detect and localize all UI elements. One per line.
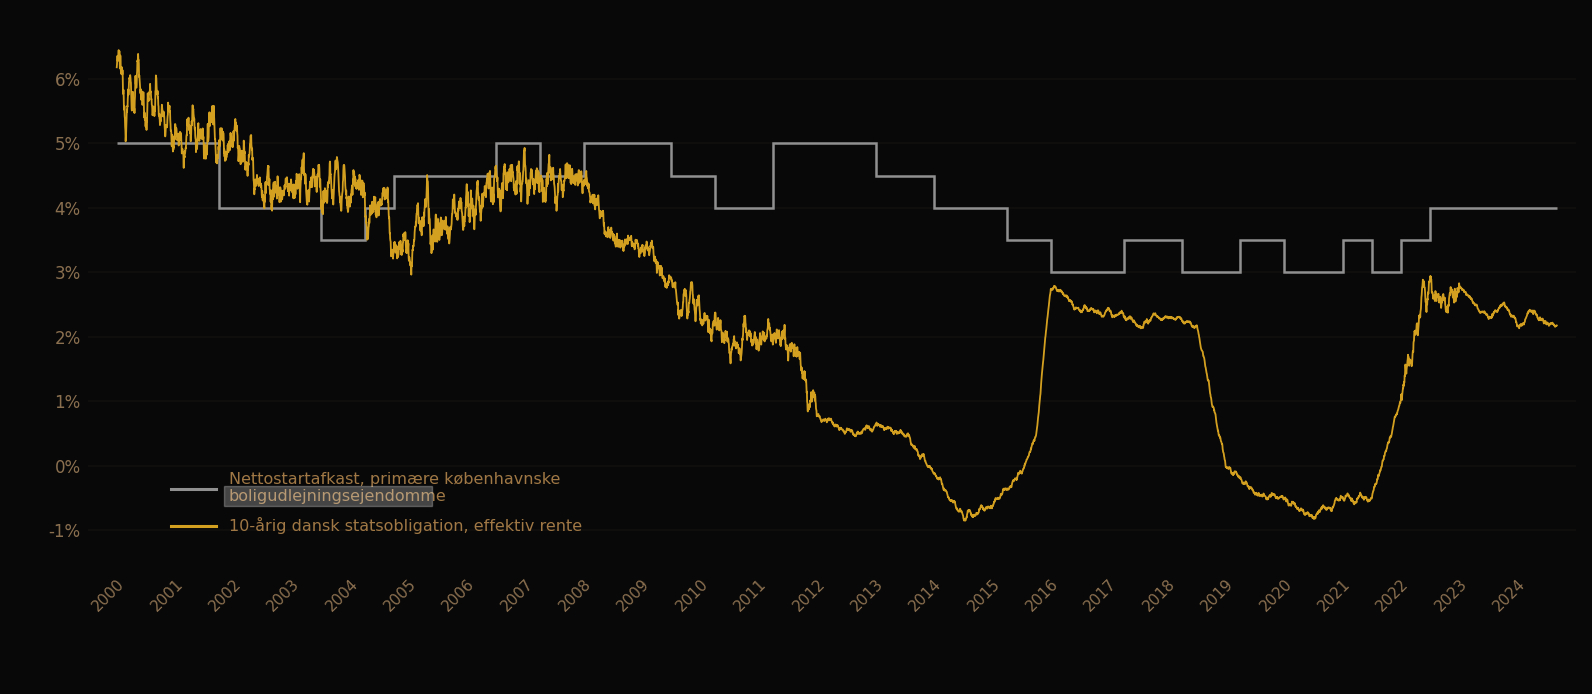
Legend: Nettostartafkast, primære københavnske
boligudlejningsejendomme, 10-årig dansk s: Nettostartafkast, primære københavnske b… xyxy=(154,456,597,550)
